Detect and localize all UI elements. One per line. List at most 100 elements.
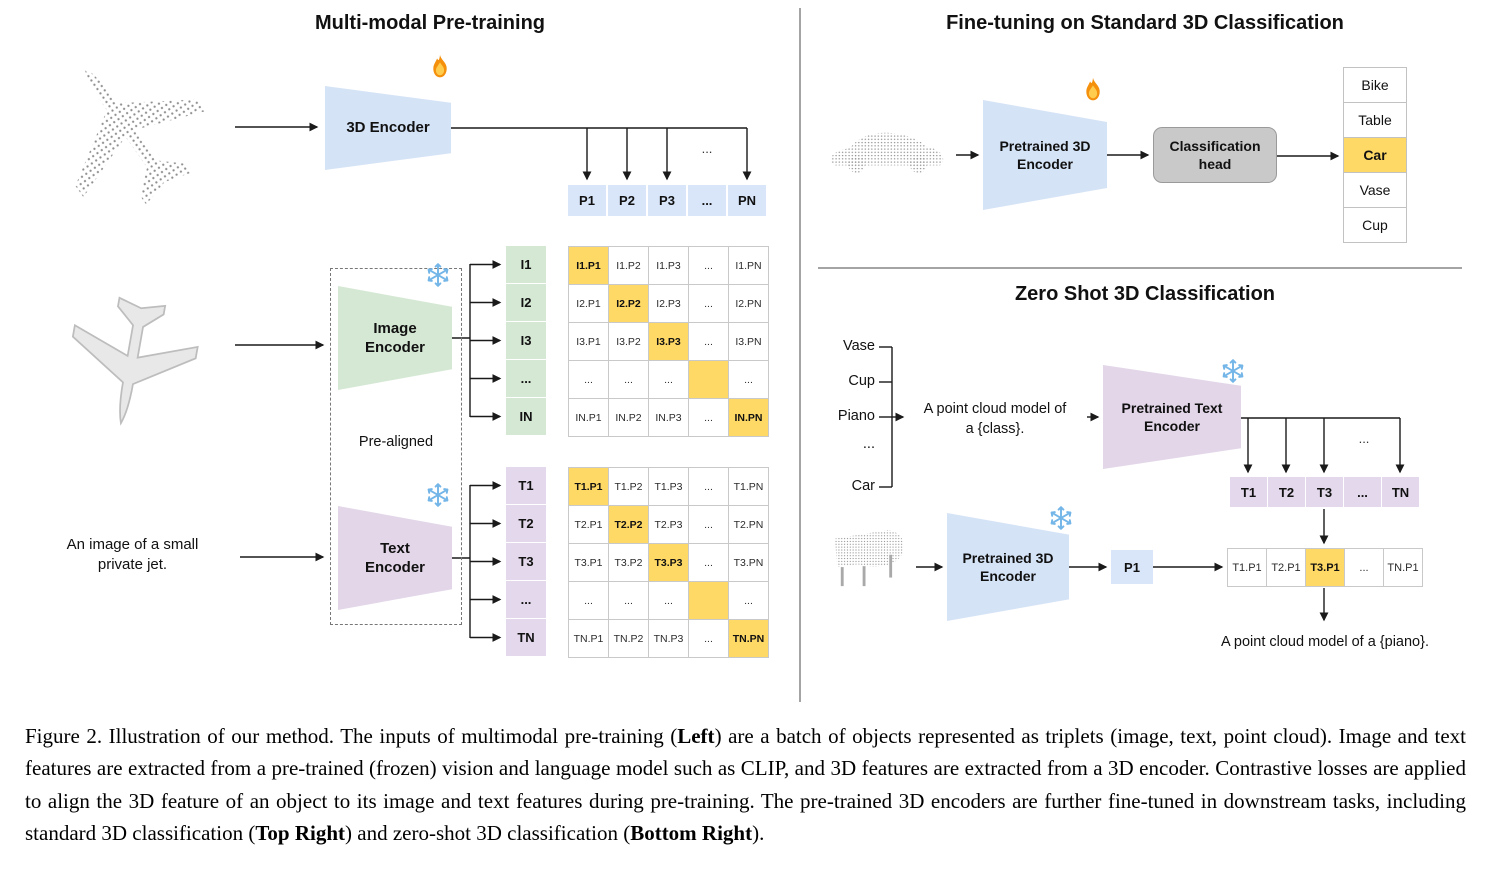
bottom-right-panel-title: Zero Shot 3D Classification bbox=[1014, 283, 1276, 305]
car-point-cloud bbox=[830, 132, 944, 173]
matrix-cell: T1.P3 bbox=[649, 468, 689, 506]
p-cell: P3 bbox=[648, 185, 686, 216]
matrix-cell: TN.P1 bbox=[569, 620, 609, 658]
fire-icon bbox=[433, 54, 447, 78]
zeroshot-result-text: A point cloud model of a {piano}. bbox=[1221, 634, 1429, 650]
matrix-cell: I3.P3 bbox=[649, 323, 689, 361]
matrix-cell: I1.P2 bbox=[609, 247, 649, 285]
matrix-cell: I2.P2 bbox=[609, 285, 649, 323]
caption-text: Figure 2. Illustration of our method. Th… bbox=[25, 724, 678, 748]
classification-head: Classification head bbox=[1153, 127, 1277, 183]
class-item: Cup bbox=[1343, 207, 1407, 243]
zero-shot-class: Piano bbox=[837, 408, 875, 424]
matrix-cell: T2.P2 bbox=[609, 506, 649, 544]
t-cell: ... bbox=[506, 581, 546, 618]
pretrained-text-encoder: Pretrained Text Encoder bbox=[1103, 365, 1241, 469]
matrix-cell: ... bbox=[689, 247, 729, 285]
t-cell: T3 bbox=[1306, 477, 1343, 507]
snowflake-icon bbox=[1222, 359, 1244, 383]
matrix-cell: T3.P1 bbox=[569, 544, 609, 582]
caption-text: ). bbox=[752, 821, 765, 846]
matrix-cell: T3.P3 bbox=[649, 544, 689, 582]
matrix-cell: I1.P1 bbox=[569, 247, 609, 285]
snowflake-icon bbox=[1050, 506, 1072, 530]
matrix-cell: ... bbox=[689, 285, 729, 323]
matrix-cell: I1.P3 bbox=[649, 247, 689, 285]
branch-ellipsis: ... bbox=[701, 141, 713, 156]
matrix-cell: T2.P1 bbox=[569, 506, 609, 544]
matrix-cell: ... bbox=[609, 361, 649, 399]
matrix-cell: TN.P3 bbox=[649, 620, 689, 658]
matrix-cell: T3.PN bbox=[729, 544, 769, 582]
connector-arrows bbox=[235, 8, 1462, 702]
matrix-cell: ... bbox=[649, 361, 689, 399]
pre-aligned-label: Pre-aligned bbox=[358, 434, 434, 450]
image-point-similarity-matrix: I1.P1 I1.P2 I1.P3 ... I1.PN I2.P1 I2.P2 … bbox=[568, 246, 769, 437]
left-panel-title: Multi-modal Pre-training bbox=[315, 12, 545, 34]
matrix-cell: I3.PN bbox=[729, 323, 769, 361]
i-cell: I2 bbox=[506, 284, 546, 321]
matrix-cell: ... bbox=[689, 468, 729, 506]
text-input-caption: An image of a small private jet. bbox=[66, 536, 199, 574]
sim-cell: T2.P1 bbox=[1267, 549, 1306, 587]
matrix-cell: ... bbox=[569, 582, 609, 620]
matrix-cell: T1.P2 bbox=[609, 468, 649, 506]
matrix-cell: T2.PN bbox=[729, 506, 769, 544]
matrix-cell: T1.PN bbox=[729, 468, 769, 506]
matrix-cell: IN.P1 bbox=[569, 399, 609, 437]
p-feature-row: P1 P2 P3 ... PN bbox=[568, 185, 766, 216]
fire-icon bbox=[1086, 77, 1100, 101]
matrix-cell: T3.P2 bbox=[609, 544, 649, 582]
i-cell: ... bbox=[506, 360, 546, 397]
matrix-cell bbox=[689, 582, 729, 620]
matrix-cell bbox=[689, 361, 729, 399]
matrix-cell: TN.P2 bbox=[609, 620, 649, 658]
matrix-cell: I2.P1 bbox=[569, 285, 609, 323]
caption-text: ) are a batch of objects represented as … bbox=[25, 724, 1466, 846]
sim-cell: TN.P1 bbox=[1384, 549, 1423, 587]
airplane-image bbox=[71, 296, 199, 426]
caption-bold-left: Left bbox=[677, 724, 715, 748]
t-cell: ... bbox=[1344, 477, 1381, 507]
i-cell: IN bbox=[506, 398, 546, 435]
matrix-cell: ... bbox=[609, 582, 649, 620]
image-encoder: Image Encoder bbox=[338, 286, 452, 390]
zero-shot-class: Cup bbox=[848, 373, 875, 389]
matrix-cell: ... bbox=[689, 506, 729, 544]
t-cell: TN bbox=[506, 619, 546, 656]
matrix-cell: ... bbox=[569, 361, 609, 399]
i-cell: I3 bbox=[506, 322, 546, 359]
p-cell: P1 bbox=[568, 185, 606, 216]
matrix-cell: IN.PN bbox=[729, 399, 769, 437]
matrix-cell: ... bbox=[729, 361, 769, 399]
i-feature-column: I1 I2 I3 ... IN bbox=[506, 246, 546, 435]
p-cell: PN bbox=[728, 185, 766, 216]
matrix-cell: ... bbox=[689, 544, 729, 582]
t-feature-column: T1 T2 T3 ... TN bbox=[506, 467, 546, 656]
caption-bold-bottom-right: Bottom Right bbox=[630, 821, 753, 846]
matrix-cell: I3.P2 bbox=[609, 323, 649, 361]
pre-aligned-box bbox=[330, 268, 462, 625]
p-cell: P2 bbox=[608, 185, 646, 216]
matrix-cell: ... bbox=[729, 582, 769, 620]
sim-cell: ... bbox=[1345, 549, 1384, 587]
matrix-cell: I2.P3 bbox=[649, 285, 689, 323]
p1-cell: P1 bbox=[1111, 550, 1153, 584]
matrix-cell: T2.P3 bbox=[649, 506, 689, 544]
prompt-text: A point cloud model of a {class}. bbox=[923, 401, 1067, 437]
class-list: Bike Table Car Vase Cup bbox=[1343, 67, 1407, 243]
snowflake-icon bbox=[427, 483, 449, 507]
sim-cell-predicted: T3.P1 bbox=[1306, 549, 1345, 587]
piano-point-cloud bbox=[835, 530, 904, 587]
t-cell: T2 bbox=[1268, 477, 1305, 507]
matrix-cell: ... bbox=[689, 620, 729, 658]
caption-bold-top-right: Top Right bbox=[255, 821, 346, 846]
branch-ellipsis: ... bbox=[1358, 431, 1370, 446]
matrix-cell: ... bbox=[649, 582, 689, 620]
caption-text: ) and zero-shot 3D classification ( bbox=[345, 821, 631, 846]
t-cell: TN bbox=[1382, 477, 1419, 507]
t-cell: T2 bbox=[506, 505, 546, 542]
text-point-similarity-matrix: T1.P1 T1.P2 T1.P3 ... T1.PN T2.P1 T2.P2 … bbox=[568, 467, 769, 658]
matrix-cell: T1.P1 bbox=[569, 468, 609, 506]
